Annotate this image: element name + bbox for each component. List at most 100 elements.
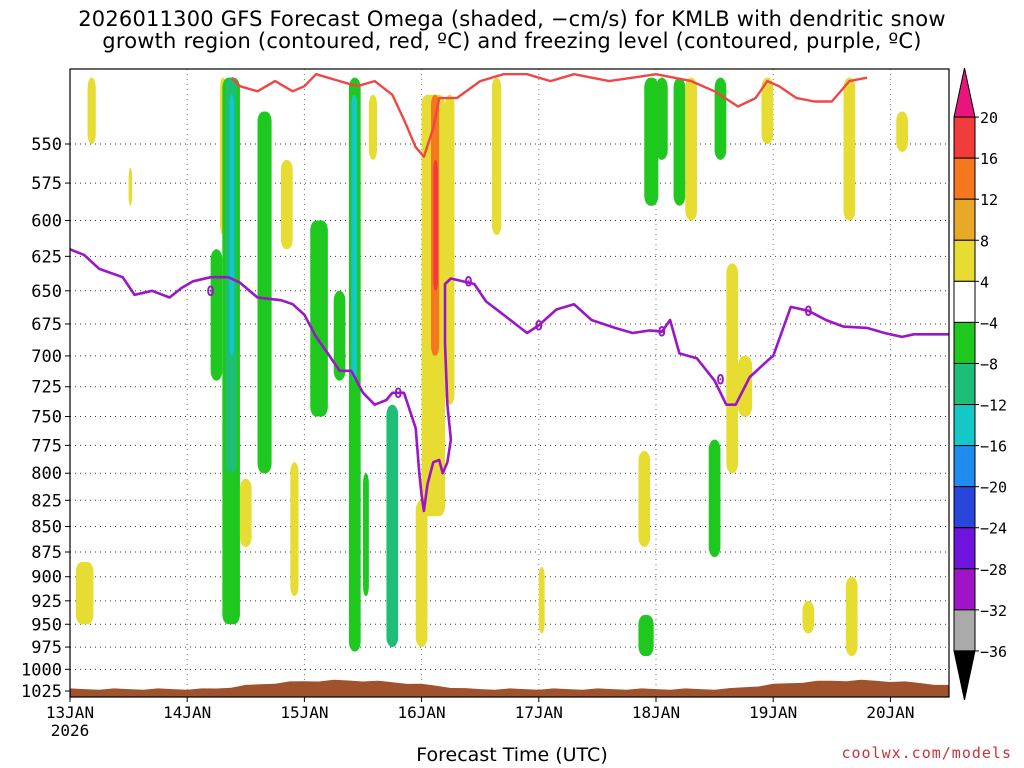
colorbar-label: −8 <box>980 355 998 373</box>
colorbar-band <box>953 239 976 282</box>
omega-cell <box>896 111 908 152</box>
omega-cell <box>802 600 815 634</box>
chart-title-line1: 2026011300 GFS Forecast Omega (shaded, −… <box>78 7 946 31</box>
omega-cell <box>333 290 346 381</box>
omega-cell <box>538 566 545 634</box>
y-tick-label: 800 <box>31 464 62 484</box>
credit-text: coolwx.com/models <box>841 744 1012 762</box>
omega-cell <box>445 94 455 405</box>
x-tick-label: 14JAN <box>163 703 211 722</box>
y-tick-label: 925 <box>31 592 62 612</box>
y-tick-label: 550 <box>31 135 62 155</box>
omega-cell <box>638 451 651 547</box>
omega-cell <box>290 462 299 597</box>
contours: 0 0 0 0 0 0 0 <box>70 73 949 513</box>
dendritic-growth-contour <box>230 73 868 158</box>
colorbar-band <box>953 116 976 159</box>
omega-cell <box>351 94 358 381</box>
omega-cell <box>415 500 428 648</box>
omega-cell <box>257 111 272 474</box>
colorbar-label: −36 <box>980 643 1007 661</box>
x-tick-label: 13JAN <box>46 703 94 722</box>
x-axis-title: Forecast Time (UTC) <box>416 744 608 766</box>
colorbar-band <box>953 568 976 611</box>
colorbar-label: 16 <box>980 150 998 168</box>
colorbar-label: −16 <box>980 438 1007 456</box>
x-tick-label: 19JAN <box>749 703 797 722</box>
colorbar-band <box>953 527 976 570</box>
y-tick-label: 600 <box>31 211 62 231</box>
omega-cell <box>368 94 378 160</box>
colorbar-band <box>953 198 976 241</box>
y-tick-label: 575 <box>31 174 62 194</box>
freezing-level-label: 0 <box>206 284 214 300</box>
y-tick-label: 875 <box>31 543 62 563</box>
omega-cell <box>761 77 774 145</box>
y-tick-label: 850 <box>31 518 62 538</box>
x-tick-label: 20JAN <box>866 703 914 722</box>
omega-cell <box>363 473 369 597</box>
omega-cell <box>845 576 858 657</box>
colorbar: 20 16 12 8 4 −4 −8 −12 −16 −20 −24 −28 −32 −36 <box>953 67 1007 701</box>
colorbar-arrow-top <box>953 67 976 118</box>
y-tick-label: 750 <box>31 408 62 428</box>
y-tick-label: 700 <box>31 347 62 367</box>
colorbar-label: −28 <box>980 561 1007 579</box>
chart-title: 2026011300 GFS Forecast Omega (shaded, −… <box>0 8 1024 52</box>
x-tick-label: 2026 <box>51 721 90 740</box>
omega-cell <box>843 77 856 221</box>
y-tick-label: 625 <box>31 247 62 267</box>
freezing-level-label: 0 <box>716 372 724 388</box>
colorbar-label: −32 <box>980 602 1007 620</box>
omega-cell <box>386 404 399 648</box>
colorbar-band <box>953 609 976 652</box>
colorbar-label: 4 <box>980 273 989 291</box>
colorbar-band <box>953 445 976 488</box>
omega-cell <box>638 614 654 657</box>
omega-cell <box>75 561 94 625</box>
omega-cell <box>310 220 328 417</box>
surface-terrain <box>70 679 949 697</box>
colorbar-label: −20 <box>980 479 1007 497</box>
chart-title-line2: growth region (contoured, red, ºC) and f… <box>102 29 922 53</box>
colorbar-label: −12 <box>980 397 1007 415</box>
colorbar-band <box>953 321 976 364</box>
omega-cell <box>433 159 439 291</box>
terrain <box>70 679 949 697</box>
omega-shading <box>75 77 908 657</box>
y-tick-label: 1000 <box>21 660 62 680</box>
omega-cell <box>128 167 133 206</box>
omega-cell <box>726 263 739 474</box>
colorbar-band <box>953 280 976 323</box>
y-tick-label: 900 <box>31 568 62 588</box>
x-tick-label: 16JAN <box>398 703 446 722</box>
omega-cell <box>685 77 698 221</box>
colorbar-label: 12 <box>980 191 998 209</box>
x-tick-label: 17JAN <box>515 703 563 722</box>
y-tick-label: 825 <box>31 491 62 511</box>
omega-cell <box>280 159 293 250</box>
y-tick-label: 725 <box>31 378 62 398</box>
freezing-level-label: 0 <box>394 386 402 402</box>
colorbar-band <box>953 362 976 406</box>
colorbar-arrow-bottom <box>953 650 976 701</box>
omega-cell <box>673 77 686 206</box>
x-tick-label: 18JAN <box>632 703 680 722</box>
freezing-level-label: 0 <box>804 304 812 320</box>
omega-cell <box>644 77 659 206</box>
freezing-level-label: 0 <box>535 318 543 334</box>
freezing-level-contour <box>70 248 949 513</box>
freezing-level-label: 0 <box>464 274 472 290</box>
plot-background <box>70 69 949 697</box>
colorbar-label: −24 <box>980 520 1007 538</box>
y-tick-label: 950 <box>31 615 62 635</box>
colorbar-band <box>953 157 976 200</box>
omega-cell <box>210 249 223 381</box>
y-tick-label: 650 <box>31 282 62 302</box>
colorbar-label: 8 <box>980 232 989 250</box>
x-tick-label: 15JAN <box>280 703 328 722</box>
omega-cell <box>491 77 502 235</box>
plot-frame <box>69 68 950 698</box>
